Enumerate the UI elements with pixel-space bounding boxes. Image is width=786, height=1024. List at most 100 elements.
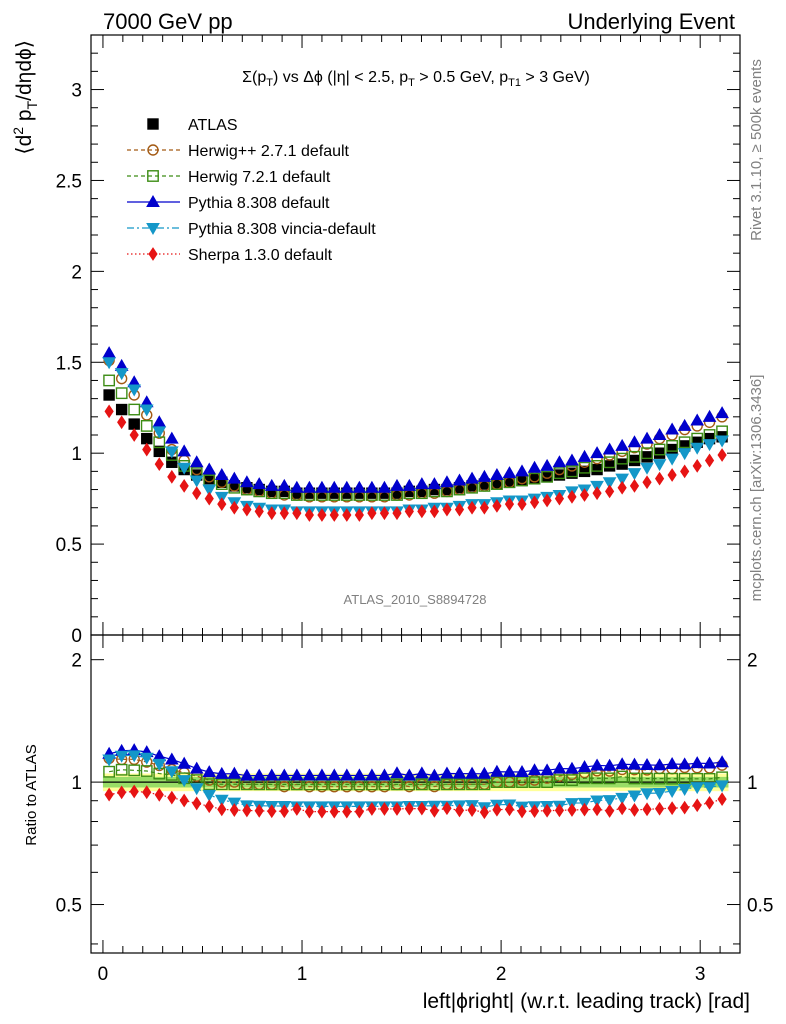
data-point [277,478,292,491]
data-point [640,431,654,444]
ratio-point [242,803,252,818]
data-point [392,506,402,521]
ratio-point [267,804,277,819]
ratio-point [515,765,529,778]
data-point [289,480,304,493]
data-point [666,443,678,456]
ratio-point [327,768,342,781]
data-point [327,480,342,493]
ratio-point [477,766,492,779]
legend-marker [146,223,160,236]
ratio-line [109,757,723,788]
data-point [192,486,202,501]
ratio-y-tick-label-right: 1 [747,773,758,794]
data-point [104,404,114,419]
data-point [652,427,667,440]
ratio-point [202,789,217,802]
data-point [417,504,427,519]
ratio-point [304,804,314,819]
ratio-point [217,802,227,817]
data-point [677,418,692,431]
data-point [640,462,654,475]
data-point [602,442,617,455]
ratio-point [641,772,653,785]
ratio-point [154,787,164,802]
data-point [164,446,179,459]
ratio-point [454,803,465,818]
ratio-point [640,788,654,801]
ratio-point [317,804,327,819]
ratio-point [553,774,566,787]
ratio-point [628,772,641,785]
data-point [142,442,152,457]
data-point [540,458,554,471]
ratio-point [142,785,152,800]
data-point [242,502,252,517]
data-point [605,484,615,499]
data-point [490,467,504,480]
ratio-point [617,801,627,816]
ratio-point [227,766,242,779]
data-point [377,480,392,493]
main-y-tick-label: 1.5 [56,353,82,374]
x-tick-label: 0 [98,964,109,985]
data-point [690,442,705,455]
ratio-point [478,778,491,791]
ratio-point [602,795,617,808]
data-point [102,357,116,370]
ratio-point [540,763,554,776]
ratio-point [214,794,229,807]
data-point [666,440,679,452]
ratio-point [466,778,478,791]
ratio-panel: Ratio to ATLAS 0.5 0.5 1 1 2 2 0 1 2 3 left|ϕrigh… [23,634,773,1013]
data-point [229,500,239,515]
data-point [189,475,204,488]
data-point [652,459,667,472]
legend-label: Pythia 8.308 default [188,195,330,212]
series-sherpa-1-3-0-default [104,404,727,522]
ratio-point [541,776,553,789]
ratio-point [690,782,705,795]
data-point [678,436,691,449]
data-point [440,475,454,488]
rivet-version-label: Rivet 3.1.10, ≥ 500k events [748,59,765,241]
ratio-point [554,803,565,818]
data-point [665,422,679,435]
data-point [153,445,165,458]
ratio-y-tick-label: 1 [71,773,82,794]
data-point [628,450,641,463]
data-point [528,472,541,485]
ratio-point [702,756,717,769]
data-point [139,404,154,417]
ratio-ylabel: Ratio to ATLAS [23,744,40,845]
data-point [642,475,652,490]
data-point [152,415,167,428]
data-point [402,478,417,491]
data-point [578,461,591,474]
ratio-point [503,776,516,789]
data-point [565,453,579,466]
data-point [603,456,616,469]
data-point [115,403,128,416]
ratio-point [678,772,691,785]
data-point [254,504,264,519]
ratio-point [202,765,217,778]
data-point [617,480,627,495]
data-point [202,462,217,475]
ratio-point [616,770,629,783]
legend-marker [147,170,159,182]
data-point [214,467,229,480]
data-point [690,413,705,426]
series-pythia-8-308-vincia-default [102,357,729,519]
ratio-point [629,803,640,817]
ratio-y-tick-label: 2 [71,651,82,672]
data-point [339,480,354,493]
ratio-point [164,752,179,765]
data-point [653,443,666,456]
data-point [179,479,189,493]
data-point [591,460,603,472]
data-point [217,497,227,511]
data-point [140,420,153,432]
data-point [692,459,702,473]
main-ylabel: ⟨d2 pT/dηdϕ⟩ [10,40,40,155]
